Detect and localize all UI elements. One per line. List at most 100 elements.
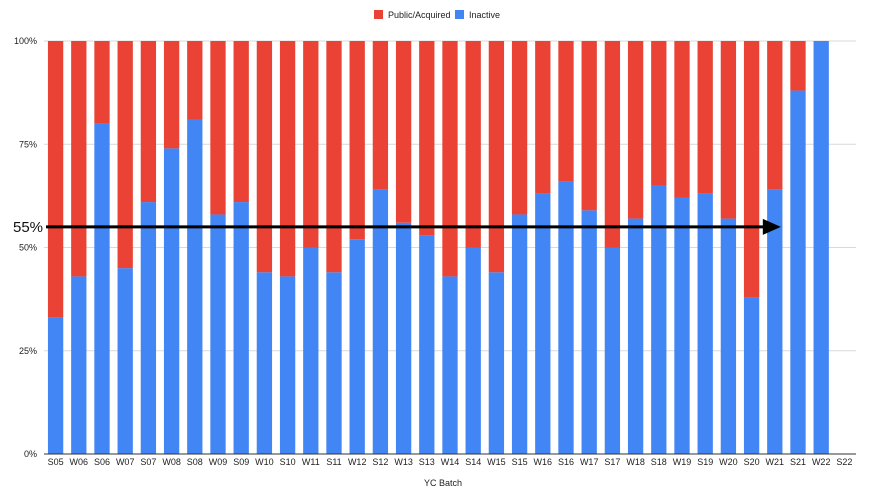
bar-inactive-w15 [488,272,505,454]
x-tick-label: S12 [372,457,388,467]
bar-public-acquired-w08 [163,41,180,149]
x-tick-label: S22 [836,457,852,467]
bar-public-acquired-s11 [326,41,342,273]
bar-inactive-w13 [395,222,412,454]
bar-inactive-w21 [767,189,783,454]
bar-public-acquired-w21 [767,41,783,190]
bar-public-acquired-s18 [651,41,667,186]
x-tick-label: S11 [326,457,341,467]
x-tick-label: S20 [744,457,760,467]
bar-public-acquired-w13 [395,41,412,223]
x-tick-label: W14 [441,457,460,467]
y-tick-label: 25% [19,346,37,356]
bar-public-acquired-w16 [535,41,551,194]
x-tick-label: W12 [348,457,367,467]
bar-inactive-w12 [349,239,365,454]
bar-inactive-s16 [558,181,574,455]
bar-inactive-s12 [372,189,389,454]
x-tick-label: W20 [719,457,738,467]
bar-inactive-s07 [140,202,157,454]
x-tick-label: S10 [280,457,296,467]
bar-public-acquired-w14 [442,41,458,277]
x-tick-label: W08 [162,457,181,467]
x-axis-ticks: S05 W06 S06 W07 S07 W08 S08 W09 S09 W10 S10 W11 S11 W… [48,457,853,467]
bar-public-acquired-w09 [210,41,226,215]
x-tick-label: S18 [651,457,667,467]
bar-public-acquired-w07 [117,41,133,269]
x-tick-label: W11 [302,457,320,467]
bar-inactive-s17 [604,247,621,454]
chart-bars [47,41,829,455]
bar-public-acquired-w12 [349,41,365,240]
y-tick-label: 0% [24,449,37,459]
bar-public-acquired-s19 [697,41,713,194]
x-tick-label: S17 [604,457,620,467]
bar-public-acquired-s17 [604,41,621,248]
legend-swatch-public-acquired [374,10,383,19]
annotation-label: 55% [13,219,43,236]
bar-inactive-s15 [511,214,528,454]
bar-public-acquired-s09 [233,41,249,203]
y-tick-label: 75% [19,139,37,149]
bar-public-acquired-s16 [558,41,574,182]
bar-public-acquired-w18 [627,41,644,219]
legend-swatch-inactive [455,10,464,19]
x-tick-label: W22 [812,457,831,467]
bar-public-acquired-w10 [256,41,273,273]
bar-public-acquired-s20 [743,41,760,298]
annotation-arrow-head [762,218,781,235]
bar-inactive-s21 [790,90,806,454]
bar-inactive-w09 [210,214,226,454]
bar-inactive-w17 [581,210,597,454]
bar-public-acquired-s08 [187,41,203,120]
x-tick-label: W07 [116,457,135,467]
bar-inactive-s06 [94,123,110,454]
legend-label-public-acquired: Public/Acquired [388,10,451,20]
bar-public-acquired-w19 [674,41,690,198]
bar-public-acquired-w15 [488,41,505,273]
x-tick-label: W09 [209,457,228,467]
x-tick-label: S09 [233,457,249,467]
average-annotation: 55% [13,219,781,236]
bar-inactive-s08 [187,119,203,454]
x-tick-label: W13 [394,457,413,467]
x-tick-label: S14 [465,457,481,467]
bar-inactive-s10 [279,276,296,454]
y-tick-label: 50% [19,243,37,253]
x-tick-label: S05 [48,457,64,467]
bar-public-acquired-s12 [372,41,389,190]
bar-public-acquired-s21 [790,41,806,91]
bar-public-acquired-s15 [511,41,528,215]
bar-public-acquired-w17 [581,41,597,211]
bar-public-acquired-s07 [140,41,157,203]
bar-inactive-w08 [163,148,180,454]
bar-inactive-w11 [303,247,319,454]
x-tick-label: S13 [419,457,435,467]
x-tick-label: S21 [790,457,806,467]
bar-public-acquired-s14 [465,41,481,248]
y-tick-label: 100% [14,36,37,46]
bar-inactive-w16 [535,193,551,454]
legend-label-inactive: Inactive [469,10,500,20]
bar-inactive-s05 [47,317,64,454]
x-tick-label: W17 [580,457,599,467]
x-tick-label: S08 [187,457,203,467]
x-tick-label: S19 [697,457,713,467]
bar-inactive-s13 [419,235,435,454]
bar-public-acquired-s13 [419,41,435,236]
bar-public-acquired-s10 [279,41,296,277]
bar-public-acquired-w20 [720,41,737,219]
bar-public-acquired-s06 [94,41,110,124]
x-tick-label: W16 [534,457,553,467]
bar-inactive-s11 [326,272,342,454]
bar-inactive-w20 [720,218,737,454]
y-axis-ticks: 0% 25% 50% 75% 100% [14,36,37,459]
x-tick-label: S07 [140,457,156,467]
x-tick-label: S15 [512,457,528,467]
bar-inactive-w06 [71,276,87,454]
x-axis-title: YC Batch [424,478,462,488]
chart-legend: Public/Acquired Inactive [374,10,500,20]
x-tick-label: S16 [558,457,574,467]
bar-inactive-w14 [442,276,458,454]
